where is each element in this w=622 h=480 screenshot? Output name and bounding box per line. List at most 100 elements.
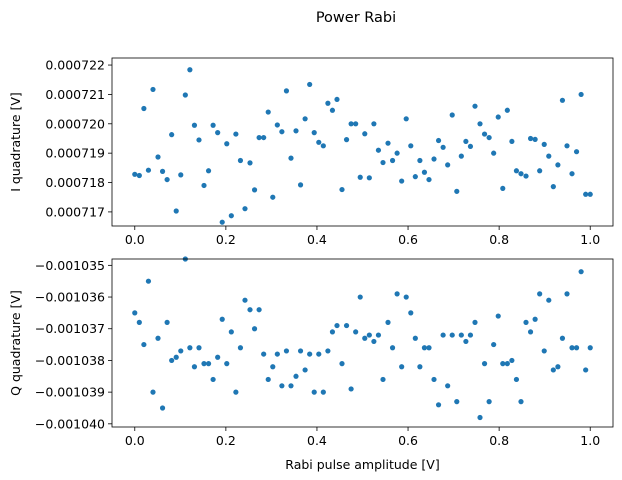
q-quadrature-y-ticks: −0.001040 −0.001039 −0.001038 −0.001037 −0.0… <box>35 258 112 431</box>
data-point <box>265 109 271 115</box>
data-point <box>224 361 230 367</box>
data-point <box>357 294 363 300</box>
data-point <box>210 376 216 383</box>
data-point <box>564 143 570 149</box>
data-point <box>362 335 368 341</box>
data-point <box>297 182 304 188</box>
data-point <box>316 351 322 357</box>
data-point <box>518 399 524 405</box>
data-point <box>504 107 510 113</box>
data-point <box>228 329 234 335</box>
data-point <box>228 213 234 219</box>
i-quadrature-x-ticks: 0.0 0.2 0.4 0.6 0.8 1.0 <box>125 226 600 247</box>
data-point <box>270 194 276 200</box>
data-point <box>357 174 363 180</box>
y-tick-label: −0.001039 <box>35 385 105 400</box>
data-point <box>247 307 253 313</box>
data-point <box>421 169 428 175</box>
data-point <box>210 122 216 128</box>
data-point <box>463 338 469 345</box>
data-point <box>307 351 313 357</box>
data-point <box>196 137 202 143</box>
data-point <box>412 335 418 341</box>
data-point <box>555 162 561 168</box>
data-point <box>431 376 437 383</box>
data-point <box>169 132 175 138</box>
data-point <box>187 345 193 351</box>
data-point <box>339 361 345 367</box>
q-quadrature-x-ticks: 0.0 0.2 0.4 0.6 0.8 1.0 <box>125 427 600 448</box>
data-point <box>426 345 432 351</box>
data-point <box>546 297 552 303</box>
x-tick-label: 0.8 <box>489 433 509 448</box>
data-point <box>532 136 538 142</box>
data-point <box>297 348 304 354</box>
data-point <box>205 361 212 367</box>
data-point <box>486 134 492 141</box>
data-point <box>454 188 460 194</box>
x-tick-label: 0.6 <box>398 232 418 247</box>
data-point <box>417 364 423 370</box>
data-point <box>155 335 161 341</box>
data-point <box>394 150 400 156</box>
data-point <box>178 348 184 354</box>
y-tick-label: −0.001035 <box>35 258 105 273</box>
data-point <box>555 364 561 370</box>
data-point <box>537 291 543 297</box>
x-tick-label: 0.0 <box>125 232 145 247</box>
data-point <box>509 357 515 364</box>
y-tick-label: −0.001037 <box>35 321 105 336</box>
data-point <box>431 156 437 162</box>
data-point <box>385 140 391 146</box>
data-point <box>523 319 529 325</box>
data-point <box>417 157 423 164</box>
data-point <box>353 121 359 127</box>
data-point <box>477 121 483 127</box>
data-point <box>380 159 386 166</box>
data-point <box>256 134 262 141</box>
data-point <box>472 319 478 325</box>
data-point <box>320 143 326 149</box>
i-quadrature-points <box>132 67 593 225</box>
data-point <box>159 168 166 174</box>
data-point <box>375 147 382 153</box>
data-point <box>527 329 534 335</box>
data-point <box>454 399 460 405</box>
x-tick-label: 0.2 <box>216 433 236 448</box>
data-point <box>532 316 538 322</box>
data-point <box>578 91 584 98</box>
i-quadrature-plot-frame <box>111 57 614 227</box>
x-tick-label: 0.4 <box>307 433 327 448</box>
data-point <box>141 105 147 112</box>
x-tick-label: 1.0 <box>580 232 600 247</box>
data-point <box>279 383 285 389</box>
data-point <box>150 389 156 395</box>
data-point <box>136 172 142 179</box>
data-point <box>513 376 520 383</box>
data-point <box>583 191 589 197</box>
data-point <box>564 291 570 297</box>
data-point <box>399 178 405 184</box>
data-point <box>233 131 239 137</box>
data-point <box>537 168 543 174</box>
data-point <box>205 168 212 174</box>
data-point <box>559 335 566 341</box>
x-tick-label: 1.0 <box>580 433 600 448</box>
data-point <box>178 172 184 178</box>
x-tick-label: 0.0 <box>125 433 145 448</box>
data-point <box>509 138 515 145</box>
data-point <box>145 167 152 173</box>
panel-i-quadrature: 0.0 0.2 0.4 0.6 0.8 1.0 0.0007170.0007180.000… <box>8 57 614 247</box>
data-point <box>366 332 372 338</box>
data-point <box>463 138 469 145</box>
data-point <box>426 176 432 183</box>
data-point <box>169 357 175 364</box>
data-point <box>311 389 317 395</box>
data-point <box>449 112 455 118</box>
data-point <box>569 171 575 177</box>
data-point <box>233 389 239 395</box>
data-point <box>481 131 488 137</box>
data-point <box>283 88 290 94</box>
data-point <box>403 116 409 122</box>
data-point <box>573 149 580 155</box>
